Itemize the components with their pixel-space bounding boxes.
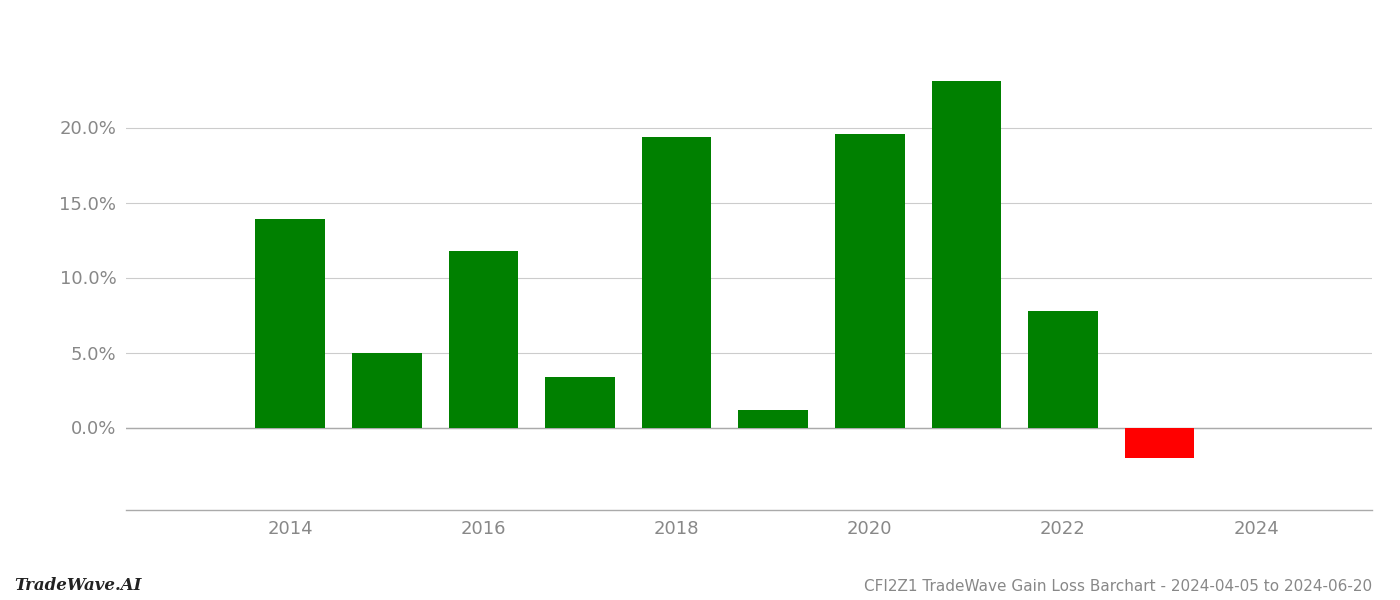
Bar [545, 377, 615, 427]
Text: CFI2Z1 TradeWave Gain Loss Barchart - 2024-04-05 to 2024-06-20: CFI2Z1 TradeWave Gain Loss Barchart - 20… [864, 579, 1372, 594]
Bar [834, 133, 904, 427]
Bar [255, 219, 325, 427]
Bar [448, 251, 518, 427]
Text: TradeWave.AI: TradeWave.AI [14, 577, 141, 594]
Bar [351, 352, 421, 427]
Bar [738, 409, 808, 427]
Bar [1028, 311, 1098, 427]
Bar [931, 81, 1001, 427]
Bar [641, 136, 711, 427]
Bar [1124, 427, 1194, 457]
